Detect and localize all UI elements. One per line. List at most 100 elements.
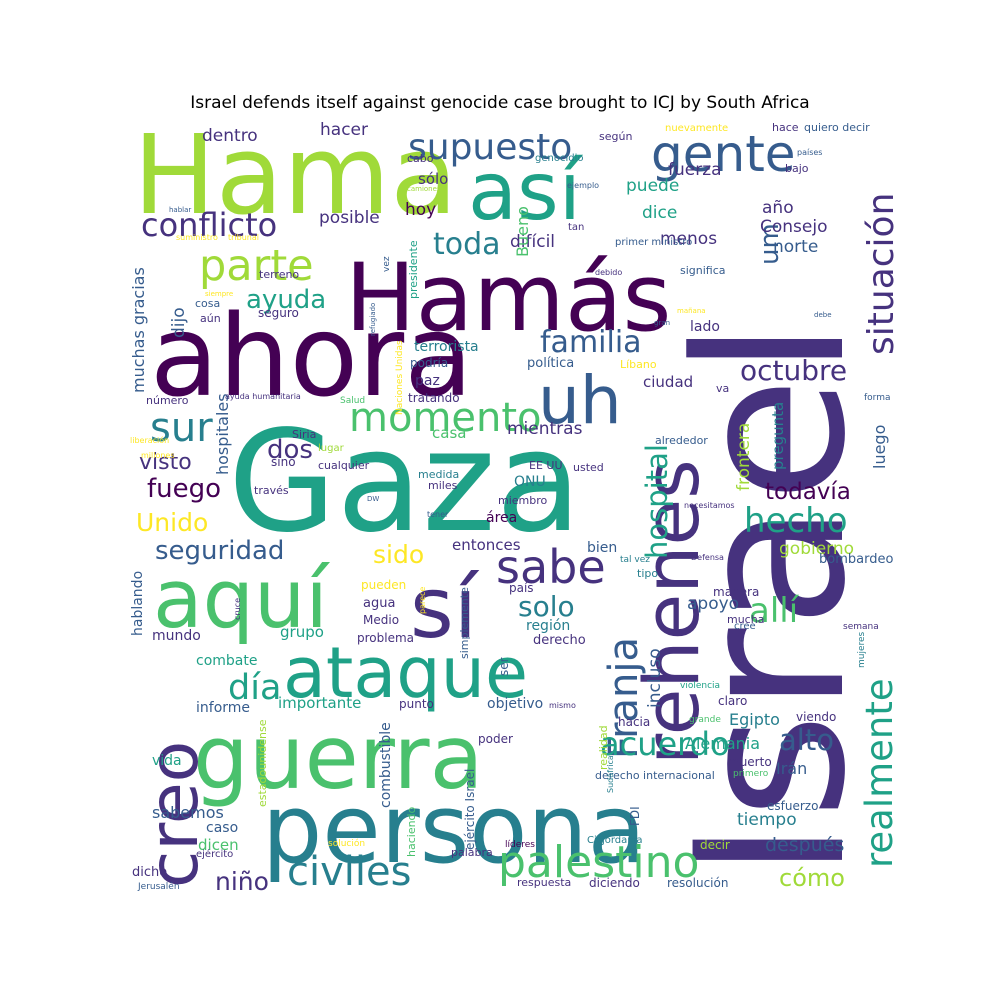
word-grande: grande [689,715,721,725]
word-forma: forma [864,393,891,403]
word-hacia: hacia [618,715,650,729]
word-miembro: miembro [498,494,548,507]
word-terreno: terreno [259,268,299,281]
word-frontera: frontera [734,423,754,491]
word-primero: primero [733,769,769,779]
word-parte: parte [199,241,314,291]
word-bajo: bajo [785,162,809,175]
word-violencia: violencia [680,681,720,691]
word-mucha: mucha [727,613,764,626]
word-mismo: mismo [549,701,576,710]
word-jerusalen: Jerusalén [137,881,180,892]
word-combate: combate [196,653,257,669]
word-persona: persona [262,775,646,885]
word-respuesta: respuesta [517,876,571,889]
word-uh: uh [538,362,622,439]
word-alto: alto [779,723,834,757]
word-ahora: ahora [150,292,473,422]
word-guerra: guerra [193,706,484,809]
word-sudafrica: Sudáfrica [606,755,615,793]
word-tribunal: tribunal [228,233,259,242]
word-alli: allí [749,591,800,631]
word-cosa: cosa [195,297,220,310]
word-simplemente: simplemente [458,587,471,659]
word-cisjordania: Cisjordania [587,835,643,846]
word-consejo: Consejo [760,217,828,237]
word-sino: sino [271,455,296,469]
word-informe: informe [196,700,250,716]
word-tratando: tratando [408,391,460,405]
word-siria: Siria [292,428,316,441]
word-manana: mañana [677,307,706,315]
word-objetivo: objetivo [487,696,543,712]
word-dijo: dijo [169,307,189,338]
word-estadounidense: estadounidense [256,719,269,807]
word-dicho: dicho [132,865,167,880]
word-hecho: hecho [744,501,848,541]
word-grupo: grupo [280,623,324,641]
word-cree: cree [734,621,756,632]
word-mientras: mientras [507,419,583,439]
word-tal-vez: tal vez [620,555,650,565]
word-luego: luego [870,425,889,469]
word-ser: ser [497,657,511,676]
word-primer-ministro: primer ministro [615,237,692,248]
word-como: cómo [779,864,845,892]
word-pueden: pueden [361,578,406,592]
word-lideres: líderes [505,840,535,850]
word-ejercito-israel: ejército Israel [463,769,477,850]
word-rehenes: rehenes [627,459,716,765]
word-esfuerzo: esfuerzo [767,799,818,813]
word-ano: año [762,198,794,218]
word-momento: momento [349,395,542,441]
word-poder: poder [478,732,513,746]
figure-title: Israel defends itself against genocide c… [190,93,810,113]
word-caso: caso [206,820,238,836]
word-muerto: muerto [728,755,772,769]
word-sabe: sabe [496,540,606,594]
word-israel: Israel [653,320,891,880]
word-conflicto: conflicto [141,206,277,244]
word-cualquier: cualquier [318,459,370,472]
word-defensa: Defensa [691,553,724,562]
word-paz: paz [415,373,440,389]
word-bombardeo: bombardeo [819,552,893,567]
word-ataque: ataque [283,632,528,714]
word-tener: tener [427,510,449,519]
word-va: va [716,382,729,395]
word-despues: después [765,834,844,856]
word-necesitamos: necesitamos [684,501,735,510]
word-pregunta: pregunta [769,402,787,470]
word-hospital: hospital [640,444,674,559]
word-nino: niño [215,867,269,896]
word-bien: bien [587,540,617,556]
word-dia: día [228,668,281,708]
word-creo: creo [135,741,214,888]
word-hace: hace [772,121,799,134]
word-debido: debido [595,268,622,277]
word-cabo: cabo [407,152,434,165]
word-terrorista: terrorista [414,339,479,355]
word-usted: usted [573,461,604,474]
word-palestino: palestino [498,837,699,888]
word-medio: Medio [363,613,399,627]
word-punto: punto [399,697,434,711]
word-posible: posible [319,208,380,228]
word-medida: medida [418,468,459,481]
word-aun: aún [200,312,221,325]
word-seguridad: seguridad [155,536,284,566]
word-hablando: hablando [130,571,146,636]
word-lado: lado [690,319,720,335]
word-incluso: incluso [645,648,665,708]
word-gente: gente [651,125,796,183]
word-tan: tan [568,222,584,233]
word-muchas-gracias: muchas gracias [129,267,148,393]
word-dentro: dentro [202,126,258,146]
word-unido: Unido [136,508,208,537]
word-paises: países [797,148,822,157]
word-ayuda: ayuda [246,285,326,315]
word-vez: vez [382,256,392,272]
word-mundo: mundo [152,628,201,644]
word-sur: sur [150,405,213,451]
